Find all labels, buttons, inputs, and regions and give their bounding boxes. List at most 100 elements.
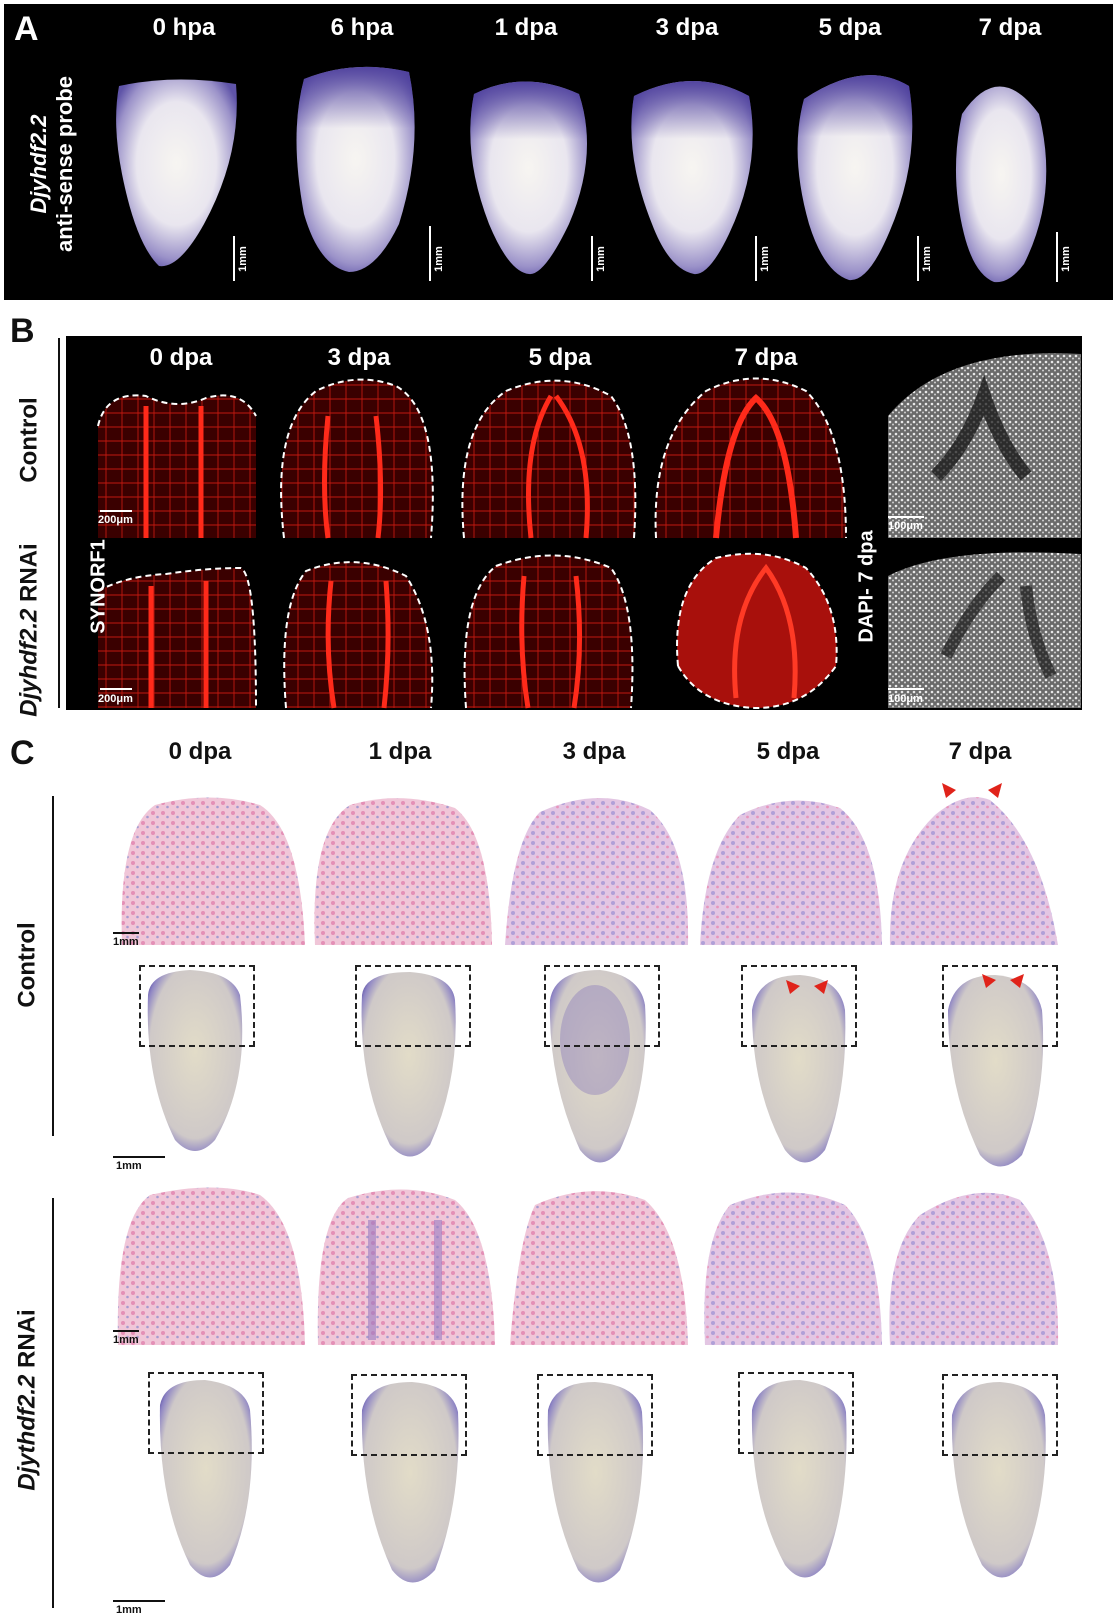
he-rnai-0dpa: [117, 1187, 306, 1345]
timepoint-label: 5 dpa: [528, 344, 592, 371]
scale-bar: [233, 236, 235, 281]
rnai-3dpa: [283, 561, 434, 709]
control-3dpa: [280, 378, 434, 539]
scale-bar: [113, 932, 139, 934]
crop-box: [544, 965, 660, 1047]
worm-6hpa: [296, 66, 415, 272]
worm-5dpa: [797, 75, 913, 281]
wish-control-5dpa: [752, 975, 846, 1163]
timepoint-label: 7 dpa: [948, 738, 1012, 765]
timepoint-label: 3 dpa: [562, 738, 626, 765]
arrowhead-icon: [982, 974, 996, 988]
wish-control-0dpa: [147, 970, 243, 1151]
worm-3dpa: [631, 81, 753, 275]
scale-bar: [100, 510, 132, 512]
crop-box: [148, 1372, 264, 1454]
he-control-1dpa: [314, 798, 492, 945]
he-rnai-1dpa: [317, 1189, 495, 1345]
crop-box: [741, 965, 857, 1047]
wish-rnai-7dpa: [951, 1382, 1046, 1578]
panel-a: A Djyhdf2.2 anti-sense probe 0 hpa 6 hpa…: [4, 4, 1113, 300]
worm-7dpa: [955, 86, 1047, 283]
scale-bar: [113, 1156, 165, 1158]
panel-b-bracket: [58, 338, 60, 708]
panel-a-worms: [116, 66, 1047, 283]
rnai-0dpa: [97, 566, 257, 709]
scale-bar: [113, 1330, 139, 1332]
he-control-0dpa: [121, 797, 305, 945]
wish-rnai-5dpa: [751, 1380, 847, 1578]
scale-label: 1mm: [113, 1334, 139, 1346]
crop-box: [942, 965, 1058, 1047]
timepoint-label: 5 dpa: [756, 738, 820, 765]
control-0dpa: [97, 394, 257, 538]
arrowhead-icon: [942, 783, 956, 798]
crop-box: [355, 965, 471, 1047]
he-control-7dpa: [889, 797, 1058, 945]
he-control-5dpa: [700, 800, 882, 945]
scale-label: 100μm: [888, 693, 923, 705]
scale-label: 200μm: [98, 693, 133, 705]
crop-box: [537, 1374, 653, 1456]
arrowhead-icon: [786, 980, 800, 994]
scale-bar: [888, 516, 924, 518]
wish-rnai-3dpa: [547, 1382, 644, 1583]
scale-label: 1mm: [113, 936, 139, 948]
timepoint-label: 6 hpa: [330, 14, 394, 41]
arrowhead-icon: [1010, 974, 1024, 988]
scale-label: 1mm: [116, 1160, 142, 1172]
arrowhead-icon: [988, 783, 1002, 798]
timepoint-label: 1 dpa: [494, 14, 558, 41]
timepoint-label: 7 dpa: [978, 14, 1042, 41]
timepoint-label: 5 dpa: [818, 14, 882, 41]
panel-c-letter: C: [10, 734, 35, 772]
panel-b-image: 0 dpa 3 dpa 5 dpa 7 dpa: [66, 336, 1082, 710]
timepoint-label: 3 dpa: [327, 344, 391, 371]
panel-b-letter: B: [10, 312, 35, 350]
timepoint-label: 0 dpa: [149, 344, 213, 371]
scale-label: 1mm: [116, 1604, 142, 1616]
timepoint-label: 3 dpa: [655, 14, 719, 41]
control-5dpa: [461, 379, 637, 539]
rnai-7dpa: [676, 552, 838, 710]
wish-rnai-0dpa: [159, 1380, 252, 1578]
he-rnai-7dpa: [889, 1192, 1059, 1345]
wish-control-1dpa: [361, 972, 456, 1157]
worm-1dpa: [470, 81, 587, 275]
scale-bar: [755, 236, 757, 281]
scale-bar: [888, 688, 924, 690]
wish-control-3dpa: [549, 970, 646, 1163]
crop-box: [139, 965, 255, 1047]
crop-box: [351, 1374, 467, 1456]
timepoint-label: 7 dpa: [734, 344, 798, 371]
crop-box: [738, 1372, 854, 1454]
rnai-5dpa: [463, 554, 634, 709]
synorf1-stains: [97, 353, 1081, 710]
he-rnai-3dpa: [510, 1191, 688, 1345]
dapi-rnai: [888, 552, 1081, 708]
he-rnai-5dpa: [704, 1192, 882, 1345]
scale-label: 100μm: [888, 520, 923, 532]
scale-bar: [917, 236, 919, 281]
worm-0hpa: [116, 79, 237, 267]
control-7dpa: [654, 377, 847, 539]
scale-bar: [429, 226, 431, 281]
scale-label: 200μm: [98, 514, 133, 526]
crop-box: [942, 1374, 1058, 1456]
panel-a-letter: A: [14, 10, 39, 48]
control-bracket: [52, 796, 54, 1136]
scale-bar: [113, 1600, 165, 1602]
arrowhead-icon: [814, 980, 828, 994]
timepoint-label: 0 hpa: [152, 14, 216, 41]
scale-bar: [591, 236, 593, 281]
timepoint-label: 1 dpa: [368, 738, 432, 765]
wish-control-7dpa: [948, 975, 1044, 1167]
scale-bar: [100, 688, 132, 690]
rnai-bracket: [52, 1198, 54, 1608]
wish-rnai-1dpa: [361, 1382, 459, 1583]
scale-bar: [1056, 232, 1058, 282]
timepoint-label: 0 dpa: [168, 738, 232, 765]
dapi-control: [888, 353, 1081, 538]
he-control-3dpa: [505, 797, 689, 945]
